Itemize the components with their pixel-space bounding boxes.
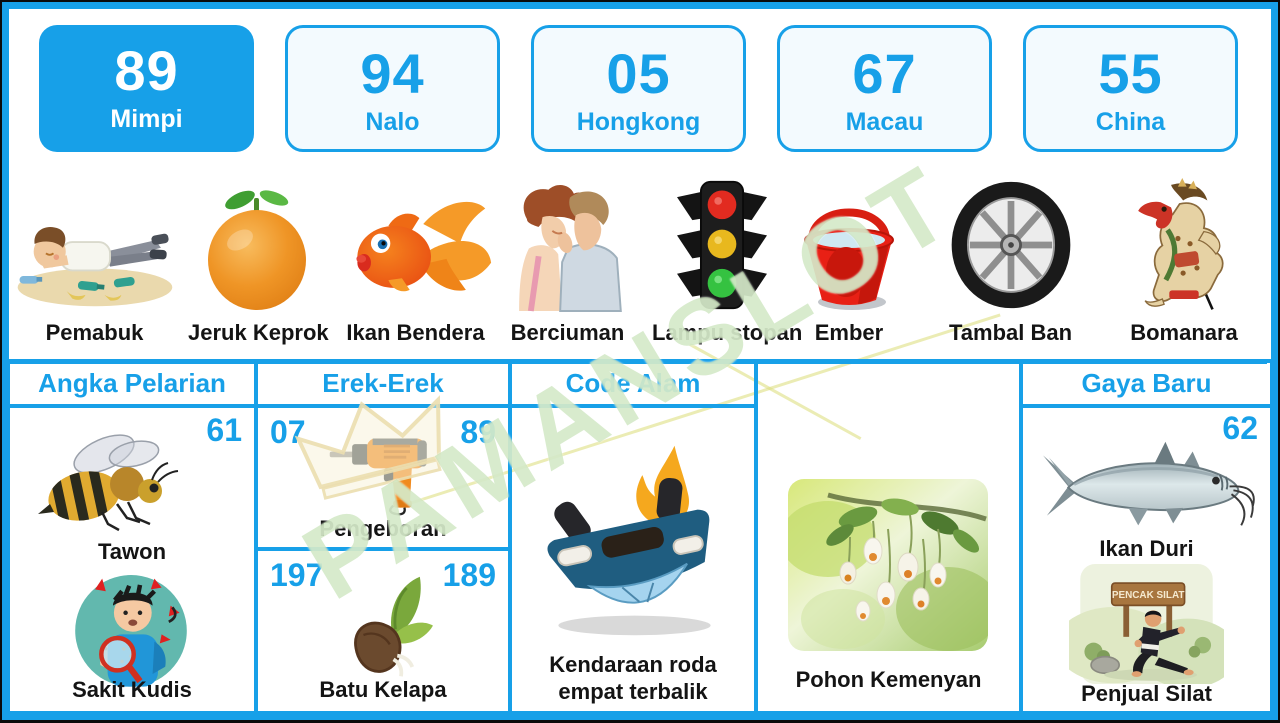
header-label: Erek-Erek: [322, 368, 444, 398]
scabies-person-icon: [66, 566, 196, 697]
tab-mimpi[interactable]: 89 Mimpi: [39, 25, 254, 152]
electric-drill-icon: [326, 418, 438, 521]
cell-angka-pelarian: 61 T: [6, 404, 258, 715]
tab-number: 67: [852, 42, 917, 105]
dream-label: Pemabuk: [45, 320, 144, 345]
dream-item-jeruk: Jeruk Keprok: [188, 178, 329, 346]
cell-erek-erek-2: 197 189 Batu Kelapa: [254, 547, 512, 715]
tab-label: Macau: [845, 108, 924, 136]
cell-gaya-baru: 62 Ikan Duri: [1019, 404, 1274, 715]
tab-macau[interactable]: 67 Macau: [777, 25, 992, 152]
cell-label: Sakit Kudis: [72, 677, 192, 702]
cell-label: Pengeboran: [319, 516, 447, 541]
tab-label: Hongkong: [576, 108, 701, 136]
cell-label: Batu Kelapa: [319, 677, 447, 702]
overturned-car-icon: [532, 438, 737, 648]
dream-label: Lampu stopan: [652, 320, 803, 345]
dream-label: Tambal Ban: [948, 320, 1073, 345]
header-angka-pelarian: Angka Pelarian: [6, 359, 258, 408]
cell-label: Kendaraan roda empat terbalik: [549, 652, 717, 704]
tab-china[interactable]: 55 China: [1023, 25, 1238, 152]
sign-text: PENCAK SILAT: [1112, 590, 1185, 601]
cell-pohon-kemenyan: Pohon Kemenyan: [754, 359, 1023, 715]
wasp-icon: [32, 424, 192, 541]
dream-label: Bomanara: [1130, 320, 1238, 345]
dream-item-ember: Ember: [793, 178, 905, 346]
orange-fruit-icon: [188, 178, 326, 312]
kissing-couple-icon: [505, 178, 630, 312]
dream-label: Berciuman: [510, 320, 625, 345]
cell-number: 62: [1222, 410, 1258, 446]
cell-label: Ikan Duri: [1099, 536, 1194, 561]
dream-label: Ikan Bendera: [346, 320, 485, 345]
tab-number: 05: [606, 42, 671, 105]
red-bucket-icon: [793, 178, 905, 312]
dream-item-tambal-ban: Tambal Ban: [938, 178, 1083, 346]
dream-item-pemabuk: Pemabuk: [12, 178, 177, 346]
cell-code-alam: Kendaraan roda empat terbalik: [508, 404, 758, 715]
cell-erek-erek-1: 07 89 Pengeboran: [254, 404, 512, 551]
tab-label: Mimpi: [110, 105, 183, 133]
dream-label: Ember: [814, 320, 884, 345]
cell-number: 07: [270, 414, 306, 450]
cell-number: 61: [206, 412, 242, 448]
dream-label: Jeruk Keprok: [188, 320, 329, 345]
goldfish-icon: [338, 178, 493, 312]
tab-label: China: [1095, 108, 1166, 136]
header-label: Gaya Baru: [1081, 368, 1212, 398]
tab-number: 89: [114, 39, 179, 102]
tab-number: 55: [1098, 42, 1163, 105]
header-label: Code Alam: [565, 368, 701, 398]
traffic-light-icon: [652, 178, 792, 312]
dream-item-bomanara: Bomanara: [1108, 178, 1260, 346]
cell-number: 197: [270, 557, 324, 593]
tab-hongkong[interactable]: 05 Hongkong: [531, 25, 746, 152]
dream-item-berciuman: Berciuman: [505, 178, 630, 346]
cell-number: 189: [442, 557, 496, 593]
header-gaya-baru: Gaya Baru: [1019, 359, 1274, 408]
tab-number: 94: [360, 42, 425, 105]
cell-label: Tawon: [97, 539, 167, 564]
header-code-alam: Code Alam: [508, 359, 758, 408]
kemenyan-tree-photo: [788, 479, 988, 651]
cell-label: Penjual Silat: [1081, 681, 1212, 706]
wayang-puppet-icon: [1108, 178, 1260, 312]
tire-wheel-icon: [938, 178, 1083, 312]
dream-item-lampu: Lampu stopan: [652, 178, 803, 346]
header-erek-erek: Erek-Erek: [254, 359, 512, 408]
header-label: Angka Pelarian: [38, 368, 226, 398]
drunk-person-icon: [12, 178, 177, 312]
cell-number: 89: [460, 414, 496, 450]
tab-label: Nalo: [365, 108, 420, 136]
silat-fighter-icon: PENCAK SILAT: [1055, 564, 1238, 689]
cell-label: Pohon Kemenyan: [795, 667, 982, 692]
coconut-sprout-icon: [338, 573, 434, 686]
catfish-icon: [1037, 434, 1255, 541]
dream-item-ikan-bendera: Ikan Bendera: [338, 178, 493, 346]
tab-nalo[interactable]: 94 Nalo: [285, 25, 500, 152]
